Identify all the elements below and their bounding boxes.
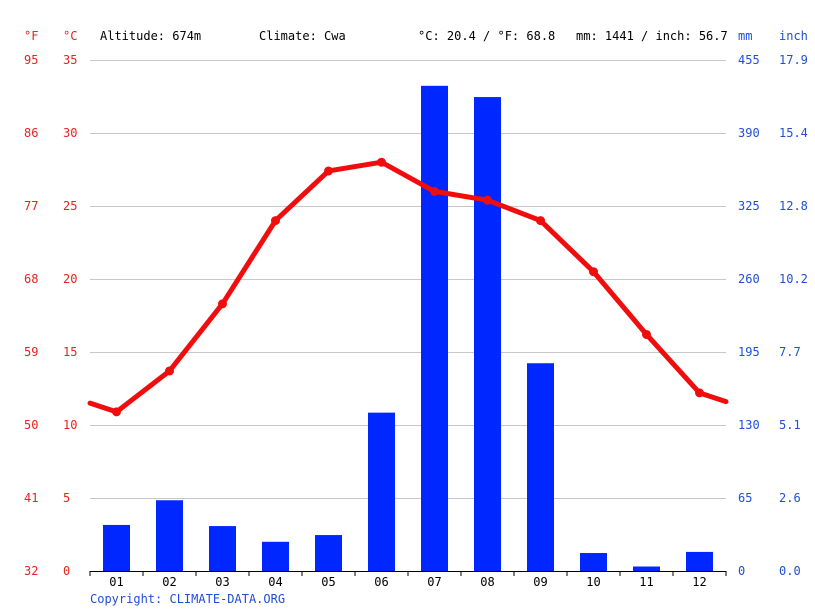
temperature-line-group bbox=[87, 157, 729, 417]
x-tick-label: 03 bbox=[215, 575, 229, 589]
precipitation-bar bbox=[633, 566, 660, 571]
temperature-point bbox=[483, 195, 492, 205]
celsius-tick-label: 25 bbox=[63, 199, 77, 213]
x-tick-label: 10 bbox=[586, 575, 600, 589]
temperature-point bbox=[112, 407, 121, 417]
celsius-ticks: 0 5 10 15 20 25 30 35 bbox=[63, 53, 77, 578]
fahrenheit-tick-label: 59 bbox=[24, 345, 38, 359]
temperature-point bbox=[165, 366, 174, 376]
fahrenheit-unit-label: °F bbox=[24, 29, 38, 43]
inch-tick-label: 15.4 bbox=[779, 126, 808, 140]
celsius-tick-label: 0 bbox=[63, 564, 70, 578]
x-tick-label: 12 bbox=[692, 575, 706, 589]
fahrenheit-tick-label: 41 bbox=[24, 491, 38, 505]
climate-label: Climate: Cwa bbox=[259, 29, 346, 43]
x-tick-label: 11 bbox=[639, 575, 653, 589]
x-tick-label: 07 bbox=[427, 575, 441, 589]
temperature-point bbox=[695, 388, 704, 398]
x-tick-label: 02 bbox=[162, 575, 176, 589]
mm-tick-label: 260 bbox=[738, 272, 760, 286]
mm-tick-label: 455 bbox=[738, 53, 760, 67]
inch-tick-label: 17.9 bbox=[779, 53, 808, 67]
x-tick-label: 04 bbox=[268, 575, 282, 589]
fahrenheit-tick-label: 68 bbox=[24, 272, 38, 286]
temperature-point bbox=[589, 267, 598, 277]
celsius-tick-label: 35 bbox=[63, 53, 77, 67]
mm-tick-label: 0 bbox=[738, 564, 745, 578]
inch-ticks: 0.0 2.6 5.1 7.7 10.2 12.8 15.4 17.9 bbox=[779, 53, 808, 578]
precipitation-bar bbox=[103, 524, 130, 571]
gridlines bbox=[90, 60, 726, 499]
temperature-average-label: °C: 20.4 / °F: 68.8 bbox=[418, 29, 555, 43]
inch-unit-label: inch bbox=[779, 29, 808, 43]
x-tick-label: 09 bbox=[533, 575, 547, 589]
celsius-tick-label: 20 bbox=[63, 272, 77, 286]
inch-tick-label: 7.7 bbox=[779, 345, 801, 359]
inch-tick-label: 0.0 bbox=[779, 564, 801, 578]
celsius-tick-label: 15 bbox=[63, 345, 77, 359]
precipitation-bar bbox=[580, 553, 607, 571]
precipitation-bar bbox=[262, 541, 289, 571]
fahrenheit-tick-label: 77 bbox=[24, 199, 38, 213]
celsius-tick-label: 5 bbox=[63, 491, 70, 505]
precipitation-bar bbox=[368, 412, 395, 571]
temperature-point bbox=[642, 329, 651, 339]
temperature-point bbox=[218, 299, 227, 309]
inch-tick-label: 12.8 bbox=[779, 199, 808, 213]
x-tick-label: 01 bbox=[109, 575, 123, 589]
x-tick-label: 06 bbox=[374, 575, 388, 589]
temperature-point bbox=[536, 216, 545, 226]
precipitation-total-label: mm: 1441 / inch: 56.7 bbox=[576, 29, 728, 43]
celsius-tick-label: 10 bbox=[63, 418, 77, 432]
mm-tick-label: 195 bbox=[738, 345, 760, 359]
fahrenheit-tick-label: 86 bbox=[24, 126, 38, 140]
precipitation-bars bbox=[103, 85, 713, 572]
mm-unit-label: mm bbox=[738, 29, 752, 43]
temperature-point bbox=[430, 186, 439, 196]
fahrenheit-ticks: 32 41 50 59 68 77 86 95 bbox=[24, 53, 38, 578]
precipitation-bar bbox=[474, 97, 501, 572]
temperature-point bbox=[271, 216, 280, 226]
x-axis-ticks bbox=[89, 571, 727, 576]
precipitation-bar bbox=[527, 363, 554, 571]
fahrenheit-tick-label: 50 bbox=[24, 418, 38, 432]
precipitation-bar bbox=[686, 551, 713, 571]
altitude-label: Altitude: 674m bbox=[100, 29, 201, 43]
mm-tick-label: 390 bbox=[738, 126, 760, 140]
precipitation-bar bbox=[421, 85, 448, 571]
inch-tick-label: 10.2 bbox=[779, 272, 808, 286]
copyright-text: Copyright: CLIMATE-DATA.ORG bbox=[90, 592, 285, 606]
x-axis-labels: 01 02 03 04 05 06 07 08 09 10 11 12 bbox=[109, 575, 706, 589]
celsius-unit-label: °C bbox=[63, 29, 77, 43]
fahrenheit-tick-label: 95 bbox=[24, 53, 38, 67]
x-tick-label: 08 bbox=[480, 575, 494, 589]
temperature-point bbox=[377, 157, 386, 167]
precipitation-bar bbox=[209, 526, 236, 571]
mm-tick-label: 130 bbox=[738, 418, 760, 432]
precipitation-bar bbox=[315, 535, 342, 571]
x-tick-label: 05 bbox=[321, 575, 335, 589]
celsius-tick-label: 30 bbox=[63, 126, 77, 140]
precipitation-bar bbox=[156, 500, 183, 571]
temperature-line bbox=[87, 159, 729, 415]
mm-ticks: 0 65 130 195 260 325 390 455 bbox=[738, 53, 760, 578]
mm-tick-label: 65 bbox=[738, 491, 752, 505]
temperature-point bbox=[324, 166, 333, 176]
inch-tick-label: 5.1 bbox=[779, 418, 801, 432]
mm-tick-label: 325 bbox=[738, 199, 760, 213]
inch-tick-label: 2.6 bbox=[779, 491, 801, 505]
fahrenheit-tick-label: 32 bbox=[24, 564, 38, 578]
